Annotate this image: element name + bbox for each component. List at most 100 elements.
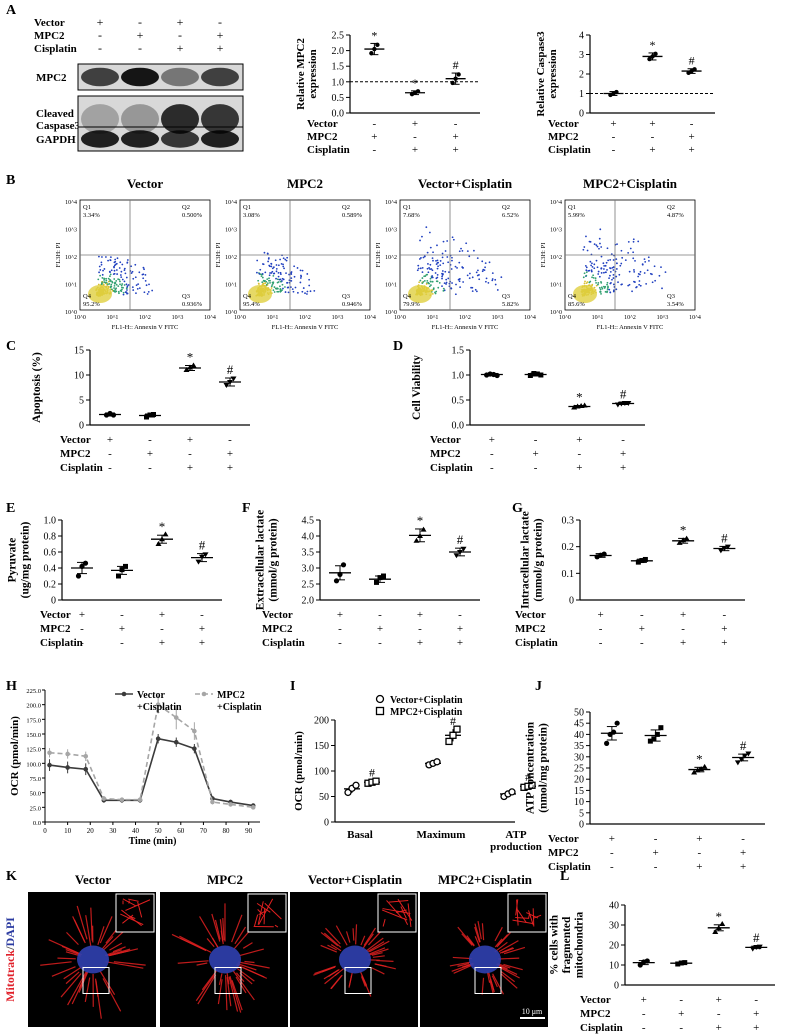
flow-event	[604, 290, 607, 293]
panel-letter: A	[6, 3, 17, 18]
data-point	[119, 797, 125, 803]
data-point	[375, 42, 380, 48]
flow-event	[585, 269, 588, 272]
flow-event	[599, 228, 602, 231]
flow-event	[268, 277, 270, 280]
condition-label: MPC2	[34, 30, 65, 42]
data-point	[651, 736, 657, 742]
flow-event	[434, 291, 436, 294]
condition-sign: +	[371, 131, 377, 143]
mitochondria	[195, 975, 215, 1002]
condition-sign: -	[108, 462, 112, 474]
y-tick-label: 30	[574, 752, 584, 763]
flow-event	[593, 286, 596, 289]
data-point	[734, 760, 741, 766]
flow-event	[441, 285, 443, 288]
flow-event	[103, 281, 106, 284]
data-point	[83, 753, 89, 759]
condition-label: MPC2	[430, 448, 461, 460]
flow-event	[282, 287, 284, 290]
flow-event	[124, 291, 127, 294]
flow-event	[605, 261, 608, 264]
flow-event	[442, 287, 445, 290]
mitochondria	[109, 942, 123, 951]
significance-marker: #	[453, 58, 459, 72]
flow-event	[645, 282, 648, 285]
y-tick-label: 45	[574, 719, 584, 730]
data-point	[199, 554, 205, 560]
data-point	[682, 960, 688, 966]
flow-event	[98, 255, 100, 258]
flow-event	[105, 279, 108, 282]
mitochondria	[330, 975, 343, 990]
y-tick-label: 0.2	[44, 580, 57, 591]
flow-event	[102, 283, 105, 286]
y-axis-label: fragmented	[561, 916, 573, 973]
flow-event	[583, 272, 586, 275]
flow-event	[113, 278, 116, 280]
mitochondria	[494, 926, 503, 942]
inset-mitochondria	[512, 919, 534, 925]
quadrant-value: 79.9%	[403, 301, 420, 308]
data-point	[450, 80, 455, 86]
condition-sign: -	[188, 448, 192, 460]
data-point	[749, 946, 756, 952]
inset-box	[115, 893, 155, 933]
flow-event	[299, 281, 302, 284]
mitochondria	[73, 919, 86, 944]
flow-event	[632, 251, 635, 254]
condition-label: Vector	[515, 609, 546, 621]
y-axis-label: ATP concentration	[525, 721, 537, 814]
flow-event	[287, 291, 290, 294]
quadrant-value: 85.6%	[568, 301, 585, 308]
mitochondria	[238, 961, 270, 969]
flow-event	[423, 280, 426, 282]
flow-event	[431, 275, 434, 277]
flow-event	[590, 269, 593, 272]
x-tick-label: 0	[43, 827, 47, 835]
x-tick-label: 20	[87, 827, 95, 835]
x-tick-label: 10^3	[332, 315, 344, 321]
flow-event	[468, 255, 471, 258]
flow-event	[121, 283, 124, 285]
flow-event	[107, 259, 109, 262]
data-point	[647, 56, 652, 62]
mitochondria	[371, 952, 383, 956]
data-point	[658, 725, 664, 731]
data-point	[433, 758, 441, 766]
data-point	[712, 929, 719, 934]
quadrant-value: 3.08%	[243, 212, 260, 219]
mitochondria	[222, 918, 225, 941]
flow-event	[269, 272, 271, 274]
mitochondria	[105, 961, 144, 969]
flow-event	[632, 238, 635, 241]
flow-event	[282, 265, 285, 268]
flow-event	[122, 291, 125, 294]
panel-letter: L	[560, 869, 569, 884]
flow-event	[469, 272, 471, 275]
mitochondria	[498, 957, 520, 960]
flow-event	[130, 272, 133, 274]
condition-label: MPC2	[40, 623, 71, 635]
flow-event	[293, 265, 296, 268]
y-tick-label: 0.1	[562, 569, 575, 580]
legend-label: MPC2+Cisplatin	[390, 707, 463, 718]
flow-event	[474, 288, 477, 291]
mitochondria	[85, 915, 92, 947]
flow-event	[431, 257, 434, 259]
inset-mitochondria	[388, 900, 409, 903]
flow-event	[598, 286, 601, 289]
mitochondria	[197, 974, 217, 1005]
flow-event	[120, 270, 123, 273]
condition-sign: +	[147, 448, 153, 460]
flow-event	[272, 289, 275, 291]
y-tick-label: 125.0	[26, 747, 41, 754]
y-tick-label: 10	[74, 371, 84, 382]
flow-event	[138, 271, 141, 274]
flow-event	[281, 283, 284, 286]
inset-mitochondria	[526, 912, 539, 919]
condition-sign: +	[137, 28, 144, 42]
mitochondria	[498, 965, 518, 975]
nucleus	[469, 945, 501, 974]
